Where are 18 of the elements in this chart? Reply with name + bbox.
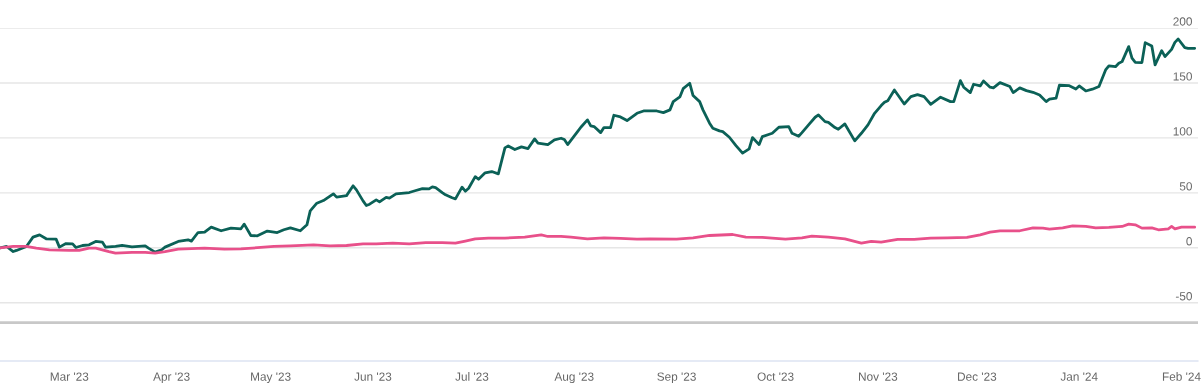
y-tick-label: 50 <box>1179 182 1192 191</box>
x-tick-label: Feb '24 <box>1162 372 1201 381</box>
x-tick-label: Jul '23 <box>455 372 489 381</box>
x-tick-label: Sep '23 <box>657 372 696 384</box>
x-tick-label: May '23 <box>251 372 291 384</box>
x-tick-label: Aug '23 <box>554 372 594 384</box>
x-tick-label: Nov '23 <box>859 372 898 381</box>
x-tick-label: Jan '24 <box>1060 372 1098 381</box>
x-tick-label: Oct '23 <box>757 372 794 381</box>
x-tick-label: Apr '23 <box>153 372 190 384</box>
y-tick-label: -50 <box>1175 292 1192 301</box>
y-tick-label: 100 <box>1173 127 1192 136</box>
x-tick-label: Dec '23 <box>958 372 997 381</box>
x-tick-label: Jun '23 <box>354 372 392 381</box>
y-tick-label: 0 <box>1186 237 1192 246</box>
y-tick-label: 150 <box>1173 72 1192 81</box>
y-tick-label: 200 <box>1173 17 1192 26</box>
x-tick-label: Mar '23 <box>50 372 89 381</box>
